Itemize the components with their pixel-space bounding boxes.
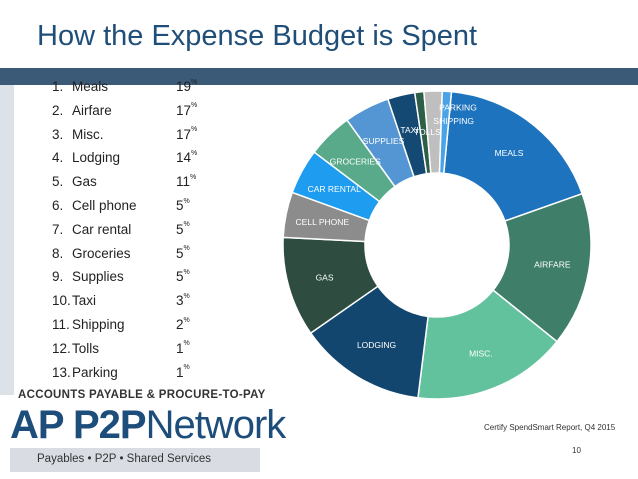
list-item-unit: % <box>183 268 190 276</box>
list-item-percent: 19 <box>176 79 192 94</box>
list-item-percent: 5 <box>176 269 184 285</box>
list-item-number: 3. <box>52 126 64 142</box>
list-item-label: Airfare <box>72 102 112 118</box>
list-item-number: 1. <box>52 79 64 94</box>
list-item-label: Cell phone <box>72 198 137 213</box>
list-item-label: Parking <box>72 364 118 380</box>
list-item-percent: 3 <box>176 293 184 309</box>
list-item-value: 14% <box>176 149 198 166</box>
list-item-percent: 11 <box>176 174 191 190</box>
list-item-number: 9. <box>52 269 64 285</box>
list-item-unit: % <box>183 364 190 372</box>
list-item-number: 11. <box>52 317 70 332</box>
list-item-percent: 1 <box>176 340 184 356</box>
list-item-value: 5% <box>176 197 190 214</box>
list-item-percent: 17 <box>176 126 192 142</box>
list-item-label: Gas <box>72 174 97 190</box>
list-item-label: Lodging <box>72 150 121 166</box>
list-item-value: 1% <box>176 340 190 356</box>
list-item-number: 2. <box>52 102 64 118</box>
logo-top-line: ACCOUNTS PAYABLE & PROCURE-TO-PAY <box>18 389 266 401</box>
list-item-value: 5% <box>176 245 190 261</box>
list-item-value: 5% <box>176 268 190 285</box>
donut-label: SUPPLIES <box>363 136 405 146</box>
list-item-number: 6. <box>52 198 64 213</box>
list-item-percent: 2 <box>176 317 184 332</box>
list-item-number: 12. <box>52 340 71 356</box>
list-item-label: Tolls <box>72 340 100 356</box>
donut-slice-airfare <box>492 192 592 343</box>
donut-label: CELL PHONE <box>296 217 350 227</box>
donut-label: GAS <box>316 272 334 282</box>
list-item-unit: % <box>191 126 198 134</box>
slide-title: How the Expense Budget is Spent <box>37 20 478 52</box>
list-item-label: Groceries <box>72 245 131 261</box>
donut-slice-meals <box>442 90 584 222</box>
list-item-unit: % <box>190 173 197 181</box>
source-note: Certify SpendSmart Report, Q4 2015 <box>484 423 616 432</box>
donut-label: MEALS <box>495 148 524 158</box>
list-item-unit: % <box>183 316 190 324</box>
list-item-number: 5. <box>52 174 64 190</box>
list-item-unit: % <box>183 340 190 348</box>
donut-label: MISC. <box>469 348 493 358</box>
left-accent-bar <box>0 85 14 395</box>
donut-label: GROCERIES <box>330 156 381 166</box>
list-item-percent: 5 <box>176 221 184 237</box>
title-rule <box>0 68 638 85</box>
donut-label: TAXI <box>400 125 418 135</box>
list-item-unit: % <box>183 221 190 229</box>
list-item-label: Meals <box>72 79 109 94</box>
list-item-unit: % <box>191 78 198 86</box>
donut-label: PARKING <box>439 102 477 112</box>
logo-wordmark: AP P2PNetwork <box>10 403 287 447</box>
list-item-label: Taxi <box>72 293 97 309</box>
list-item-unit: % <box>191 149 198 157</box>
list-item-value: 19% <box>176 78 198 95</box>
donut-slice-parking <box>438 90 453 175</box>
list-item-percent: 14 <box>176 150 192 166</box>
donut-label: AIRFARE <box>534 260 571 270</box>
donut-slice-misc <box>417 289 559 400</box>
list-item-percent: 1 <box>176 364 184 380</box>
list-item-unit: % <box>183 245 190 253</box>
list-item-unit: % <box>183 292 190 300</box>
list-item-number: 4. <box>52 150 64 166</box>
list-item-percent: 5 <box>176 198 184 213</box>
page-number: 10 <box>572 446 581 455</box>
list-item-percent: 5 <box>176 245 184 261</box>
logo-wordmark-bold: AP P2P <box>10 403 147 447</box>
donut-label: CAR RENTAL <box>308 184 361 194</box>
list-item-label: Shipping <box>72 317 125 332</box>
list-item-label: Misc. <box>72 126 104 142</box>
list-item-value: 3% <box>176 292 190 309</box>
list-item-unit: % <box>191 102 198 110</box>
list-item-value: 2% <box>176 316 190 333</box>
list-item-value: 17% <box>176 126 198 142</box>
logo-tagline: Payables • P2P • Shared Services <box>37 453 212 465</box>
list-item-value: 1% <box>176 364 190 380</box>
list-item-label: Car rental <box>72 221 132 237</box>
list-item-value: 17% <box>176 102 198 118</box>
list-item-number: 7. <box>52 221 64 237</box>
list-item-number: 10. <box>52 293 71 309</box>
list-item-number: 8. <box>52 245 64 261</box>
donut-label: LODGING <box>357 340 396 350</box>
list-item-value: 5% <box>176 221 190 237</box>
list-item-unit: % <box>183 197 190 205</box>
donut-label: SHIPPING <box>433 116 474 126</box>
logo-tagline-bar <box>10 448 260 472</box>
list-item-value: 11% <box>176 173 197 190</box>
logo-wordmark-light: Network <box>145 403 287 447</box>
list-item-label: Supplies <box>72 269 124 285</box>
list-item-percent: 17 <box>176 102 192 118</box>
donut-label: TOLLS <box>414 127 441 137</box>
list-item-number: 13. <box>52 364 71 380</box>
